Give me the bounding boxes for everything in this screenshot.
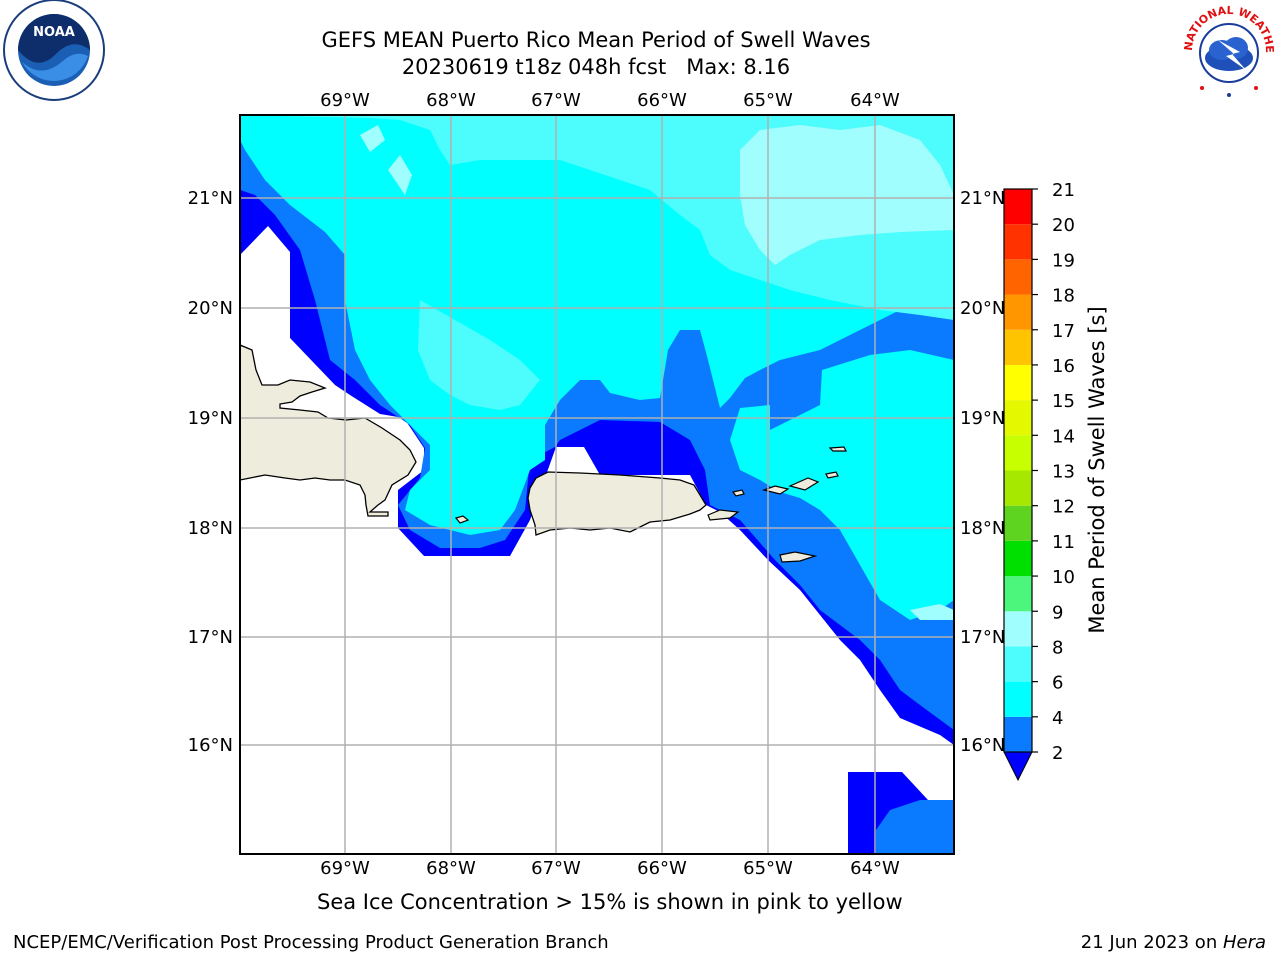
lat-label-right: 18°N — [960, 518, 1005, 539]
lat-label-right: 17°N — [960, 627, 1005, 648]
swell-band-4-6-south — [876, 800, 954, 854]
colorbar-tick-label: 8 — [1052, 637, 1063, 658]
lon-label-top: 69°W — [320, 90, 370, 111]
lon-label-bottom: 68°W — [426, 858, 476, 879]
land-st-thomas — [761, 485, 790, 495]
colorbar-tick-label: 11 — [1052, 532, 1075, 553]
swell-band-9-10-d — [910, 604, 954, 620]
colorbar-tick-label: 19 — [1052, 250, 1075, 271]
map-title: GEFS MEAN Puerto Rico Mean Period of Swe… — [321, 28, 871, 52]
map-gridlines — [240, 115, 954, 854]
swell-band-9-10-c — [388, 155, 412, 195]
colorbar-segment — [1004, 435, 1032, 471]
colorbar-segment — [1004, 470, 1032, 506]
colorbar-tick-label: 21 — [1052, 180, 1075, 201]
swell-band-8-9-b — [418, 300, 540, 410]
lon-label-bottom: 65°W — [743, 858, 793, 879]
colorbar-segment — [1004, 294, 1032, 330]
lon-label-top: 66°W — [637, 90, 687, 111]
colorbar-segment — [1004, 716, 1032, 752]
colorbar-segment — [1004, 259, 1032, 295]
lat-label-right: 21°N — [960, 188, 1005, 209]
colorbar-tick-label: 12 — [1052, 497, 1075, 518]
lat-label-right: 19°N — [960, 408, 1005, 429]
colorbar-label: Mean Period of Swell Waves [s] — [1085, 306, 1109, 633]
land-small-1 — [825, 471, 839, 479]
colorbar-tick-label: 4 — [1052, 708, 1063, 729]
lat-label-left: 20°N — [188, 298, 233, 319]
lat-label-right: 16°N — [960, 735, 1005, 756]
land-culebra — [731, 489, 745, 497]
lat-label-left: 16°N — [188, 735, 233, 756]
colorbar-tick-label: 16 — [1052, 356, 1075, 377]
colorbar-segment — [1004, 646, 1032, 682]
colorbar-segment — [1004, 224, 1032, 260]
colorbar-tick-label: 18 — [1052, 286, 1075, 307]
colorbar-segment — [1004, 505, 1032, 541]
colorbar-extend — [1003, 751, 1033, 782]
nws-logo: NATIONAL WEATHER SERVICE — [1178, 0, 1277, 99]
lon-label-bottom: 64°W — [850, 858, 900, 879]
swell-band-9-10-b — [360, 125, 385, 152]
lon-label-top: 64°W — [850, 90, 900, 111]
sea-ice-note: Sea Ice Concentration > 15% is shown in … — [317, 890, 903, 914]
land-mona — [454, 515, 470, 524]
lon-label-bottom: 66°W — [637, 858, 687, 879]
colorbar-segment — [1004, 540, 1032, 577]
lon-label-top: 65°W — [743, 90, 793, 111]
colorbar: 2 4 6 8 9 10 11 12 13 14 15 16 17 18 19 20 21 — [1003, 180, 1075, 782]
noaa-logo-text: NOAA — [33, 25, 75, 40]
colorbar-segment — [1004, 576, 1032, 612]
colorbar-segment — [1004, 611, 1032, 647]
colorbar-tick-label: 6 — [1052, 673, 1063, 694]
land-anegada — [828, 446, 847, 452]
lat-label-left: 19°N — [188, 408, 233, 429]
lon-label-top: 68°W — [426, 90, 476, 111]
colorbar-segment — [1004, 400, 1032, 436]
lon-label-bottom: 69°W — [320, 858, 370, 879]
footer-host: Hera — [1222, 932, 1266, 953]
colorbar-tick-label: 9 — [1052, 602, 1063, 623]
colorbar-tick-label: 10 — [1052, 567, 1075, 588]
colorbar-segment — [1004, 189, 1032, 225]
footer-date-text: 21 Jun 2023 on — [1080, 932, 1223, 953]
map-subtitle: 20230619 t18z 048h fcst Max: 8.16 — [401, 55, 791, 79]
colorbar-tick-label: 15 — [1052, 391, 1075, 412]
noaa-logo: NOAA — [3, 0, 105, 101]
land-hispaniola — [240, 344, 417, 517]
lat-label-left: 18°N — [188, 518, 233, 539]
land-vieques — [707, 509, 740, 521]
footer-date: 21 Jun 2023 on Hera — [1081, 932, 1266, 953]
lat-label-left: 17°N — [188, 627, 233, 648]
colorbar-segment — [1004, 364, 1032, 401]
lon-label-bottom: 67°W — [531, 858, 581, 879]
lat-label-left: 21°N — [188, 188, 233, 209]
colorbar-tick-label: 17 — [1052, 321, 1075, 342]
colorbar-tick-label: 2 — [1052, 743, 1063, 764]
colorbar-tick-label: 13 — [1052, 462, 1075, 483]
colorbar-segment — [1004, 681, 1032, 717]
map-frame — [239, 114, 955, 855]
colorbar-tick-label: 14 — [1052, 426, 1075, 447]
land-bvi — [788, 477, 820, 491]
lat-label-right: 20°N — [960, 298, 1005, 319]
lon-label-top: 67°W — [531, 90, 581, 111]
swell-band-9-10 — [740, 125, 954, 265]
footer-branch: NCEP/EMC/Verification Post Processing Pr… — [13, 932, 609, 953]
colorbar-tick-label: 20 — [1052, 215, 1075, 236]
land-st-croix — [779, 551, 818, 563]
colorbar-segment — [1004, 329, 1032, 365]
